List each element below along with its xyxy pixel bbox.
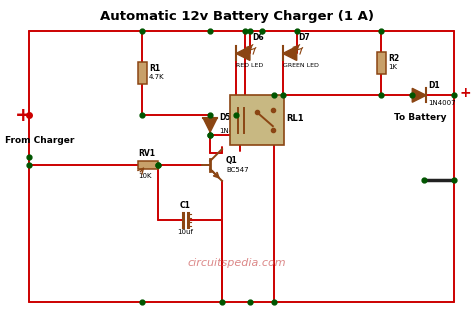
Text: D5: D5 bbox=[219, 113, 230, 122]
Text: BC547: BC547 bbox=[226, 167, 249, 173]
Text: 10uf: 10uf bbox=[177, 229, 193, 235]
Text: RED LED: RED LED bbox=[236, 63, 263, 69]
Text: 10K: 10K bbox=[138, 173, 152, 179]
Text: Automatic 12v Battery Charger (1 A): Automatic 12v Battery Charger (1 A) bbox=[100, 10, 374, 23]
Bar bbox=[138, 62, 147, 84]
Text: D7: D7 bbox=[299, 32, 310, 42]
Polygon shape bbox=[283, 46, 297, 60]
Polygon shape bbox=[236, 46, 250, 60]
Polygon shape bbox=[412, 88, 426, 102]
Text: From Charger: From Charger bbox=[5, 136, 74, 145]
Text: R2: R2 bbox=[388, 55, 399, 63]
Bar bbox=[377, 52, 386, 74]
Text: +: + bbox=[15, 106, 31, 125]
Text: To Battery: To Battery bbox=[393, 113, 446, 122]
Text: D6: D6 bbox=[252, 32, 264, 42]
Polygon shape bbox=[203, 118, 217, 132]
Text: GREEN LED: GREEN LED bbox=[283, 63, 319, 69]
Text: RL1: RL1 bbox=[286, 114, 304, 123]
Text: circuitspedia.com: circuitspedia.com bbox=[188, 258, 286, 267]
Text: 4.7K: 4.7K bbox=[149, 74, 164, 80]
Text: RV1: RV1 bbox=[138, 149, 155, 158]
Text: +: + bbox=[459, 86, 471, 100]
Bar bbox=[229, 95, 284, 145]
Text: 1N4007: 1N4007 bbox=[219, 128, 246, 134]
Text: 1K: 1K bbox=[388, 64, 397, 70]
Text: R1: R1 bbox=[149, 64, 160, 73]
Text: D1: D1 bbox=[428, 81, 440, 90]
Text: Q1: Q1 bbox=[226, 155, 238, 164]
Text: C1: C1 bbox=[180, 201, 191, 210]
Bar bbox=[138, 161, 158, 169]
Text: 1N4007: 1N4007 bbox=[428, 100, 456, 106]
